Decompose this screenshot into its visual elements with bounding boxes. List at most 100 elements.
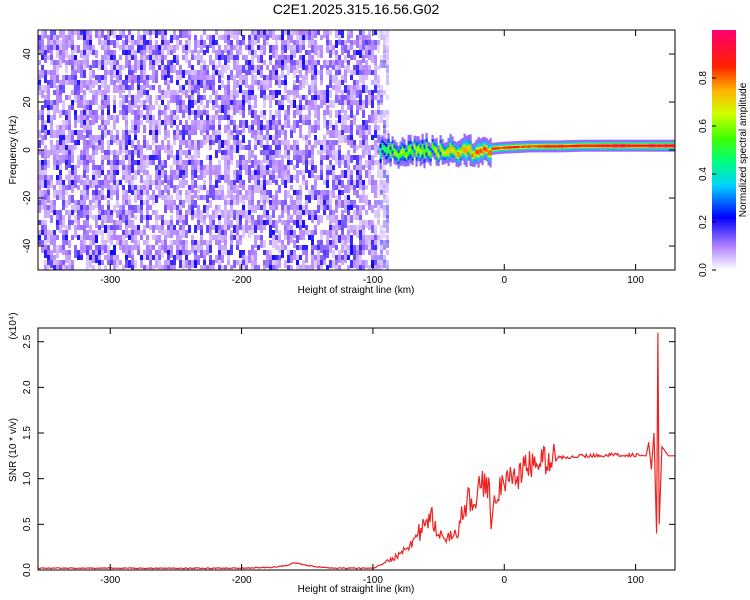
heatmap-cell bbox=[386, 95, 389, 100]
heatmap-cell bbox=[188, 200, 191, 208]
heatmap-cell bbox=[284, 145, 287, 153]
heatmap-cell bbox=[104, 55, 107, 60]
heatmap-cell bbox=[383, 120, 386, 128]
heatmap-cell bbox=[53, 240, 56, 248]
heatmap-cell bbox=[41, 135, 44, 140]
heatmap-cell bbox=[278, 145, 281, 153]
heatmap-cell bbox=[65, 160, 68, 165]
heatmap-cell bbox=[155, 240, 158, 245]
heatmap-cell bbox=[47, 195, 50, 203]
heatmap-cell bbox=[326, 125, 329, 133]
heatmap-cell bbox=[53, 110, 56, 118]
heatmap-cell bbox=[44, 145, 47, 153]
heatmap-cell bbox=[236, 55, 239, 63]
heatmap-cell bbox=[239, 225, 242, 230]
top-y-axis-label: Frequency (Hz) bbox=[8, 116, 19, 185]
heatmap-cell bbox=[305, 135, 308, 140]
heatmap-cell bbox=[194, 145, 197, 150]
heatmap-cell bbox=[206, 170, 209, 175]
heatmap-cell bbox=[296, 200, 299, 208]
heatmap-cell bbox=[107, 140, 110, 148]
heatmap-cell bbox=[68, 195, 71, 200]
heatmap-cell bbox=[59, 215, 62, 220]
heatmap-cell bbox=[227, 150, 230, 158]
heatmap-cell bbox=[350, 155, 353, 163]
heatmap-cell bbox=[278, 150, 281, 158]
heatmap-cell bbox=[104, 175, 107, 183]
heatmap-cell bbox=[152, 120, 155, 125]
heatmap-cell bbox=[308, 265, 311, 270]
heatmap-cell bbox=[56, 105, 59, 113]
heatmap-cell bbox=[296, 75, 299, 83]
heatmap-cell bbox=[317, 140, 320, 145]
heatmap-cell bbox=[119, 65, 122, 73]
heatmap-cell bbox=[50, 55, 53, 60]
heatmap-cell bbox=[131, 140, 134, 148]
heatmap-cell bbox=[119, 30, 122, 35]
heatmap-cell bbox=[224, 100, 227, 105]
heatmap-cell bbox=[107, 255, 110, 263]
heatmap-cell bbox=[77, 130, 80, 138]
heatmap-cell bbox=[371, 180, 374, 185]
heatmap-cell bbox=[320, 150, 323, 155]
heatmap-cell bbox=[275, 245, 278, 250]
heatmap-cell bbox=[221, 105, 224, 113]
heatmap-cell bbox=[59, 45, 62, 50]
heatmap-cell bbox=[293, 95, 296, 103]
heatmap-cell bbox=[242, 210, 245, 218]
heatmap-cell bbox=[236, 170, 239, 175]
heatmap-cell bbox=[164, 235, 167, 243]
heatmap-cell bbox=[89, 180, 92, 188]
heatmap-cell bbox=[248, 85, 251, 90]
heatmap-cell bbox=[296, 35, 299, 43]
heatmap-cell bbox=[143, 160, 146, 165]
heatmap-cell bbox=[311, 145, 314, 153]
heatmap-cell bbox=[194, 180, 197, 188]
heatmap-cell bbox=[320, 80, 323, 85]
heatmap-cell bbox=[212, 165, 215, 173]
heatmap-cell bbox=[347, 235, 350, 243]
heatmap-cell bbox=[263, 135, 266, 140]
heatmap-cell bbox=[116, 135, 119, 143]
heatmap-cell bbox=[128, 260, 131, 268]
heatmap-cell bbox=[215, 195, 218, 200]
heatmap-cell bbox=[80, 65, 83, 73]
heatmap-cell bbox=[107, 230, 110, 235]
heatmap-cell bbox=[56, 150, 59, 155]
heatmap-cell bbox=[263, 155, 266, 163]
heatmap-cell bbox=[203, 215, 206, 220]
heatmap-cell bbox=[338, 155, 341, 163]
heatmap-cell bbox=[125, 255, 128, 260]
heatmap-cell bbox=[101, 110, 104, 118]
heatmap-cell bbox=[251, 125, 254, 133]
heatmap-cell bbox=[236, 105, 239, 113]
heatmap-cell bbox=[254, 40, 257, 45]
heatmap-cell bbox=[245, 210, 248, 215]
heatmap-cell bbox=[320, 75, 323, 80]
heatmap-cell bbox=[191, 170, 194, 175]
heatmap-cell bbox=[293, 240, 296, 248]
heatmap-cell bbox=[251, 70, 254, 78]
heatmap-cell bbox=[59, 210, 62, 215]
heatmap-cell bbox=[41, 85, 44, 90]
heatmap-cell bbox=[278, 140, 281, 148]
heatmap-cell bbox=[236, 35, 239, 40]
heatmap-cell bbox=[53, 200, 56, 205]
heatmap-cell bbox=[77, 210, 80, 218]
heatmap-cell bbox=[374, 265, 377, 270]
heatmap-cell bbox=[62, 40, 65, 45]
heatmap-cell bbox=[251, 60, 254, 65]
heatmap-cell bbox=[601, 144, 604, 147]
heatmap-cell bbox=[206, 100, 209, 108]
heatmap-cell bbox=[350, 200, 353, 208]
heatmap-cell bbox=[200, 35, 203, 43]
heatmap-cell bbox=[380, 260, 383, 268]
heatmap-cell bbox=[281, 130, 284, 135]
heatmap-cell bbox=[317, 175, 320, 180]
heatmap-cell bbox=[377, 170, 380, 178]
heatmap-cell bbox=[122, 200, 125, 208]
heatmap-cell bbox=[356, 190, 359, 198]
heatmap-cell bbox=[164, 185, 167, 193]
heatmap-cell bbox=[296, 60, 299, 65]
heatmap-cell bbox=[368, 35, 371, 43]
